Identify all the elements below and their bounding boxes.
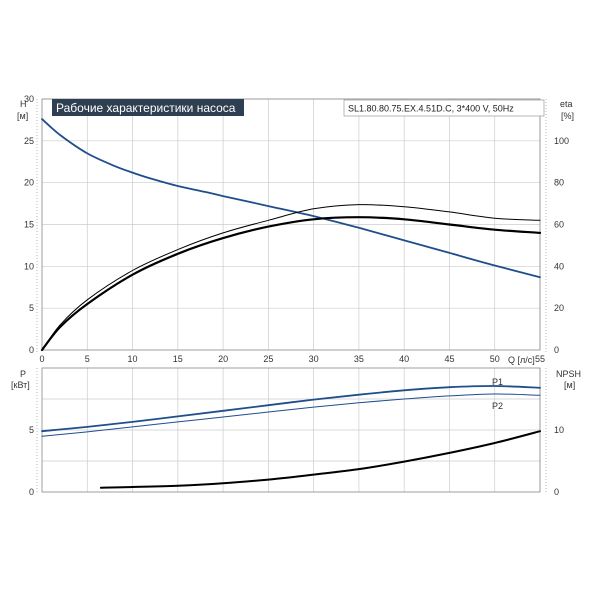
eta-axis-label: eta — [560, 99, 573, 109]
right-tick-label: 20 — [554, 303, 564, 313]
right-tick-label: 10 — [554, 425, 564, 435]
series-line-0-1 — [41, 204, 541, 351]
x-tick-label: 30 — [309, 354, 319, 364]
model-box — [343, 99, 545, 117]
series-line-p1 — [41, 385, 541, 433]
x-tick-label: 15 — [173, 354, 183, 364]
right-tick-label: 0 — [554, 487, 559, 497]
left-tick-label: 20 — [24, 178, 34, 188]
series-line-0-2 — [40, 216, 542, 352]
right-tick-label: 100 — [554, 136, 569, 146]
series-line-1-2 — [99, 430, 541, 489]
x-tick-label: 35 — [354, 354, 364, 364]
left-tick-label: 0 — [29, 487, 34, 497]
x-tick-label: 0 — [39, 354, 44, 364]
right-tick-label: 60 — [554, 220, 564, 230]
series-label-p1: P1 — [492, 377, 503, 387]
model-label: SL1.80.80.75.EX.4.51D.C, 3*400 V, 50Hz — [348, 104, 514, 114]
left-tick-label: 15 — [24, 220, 34, 230]
chart-title: Рабочие характеристики насоса — [56, 101, 236, 115]
title-box — [52, 99, 244, 116]
npsh-axis-unit: [м] — [564, 380, 575, 390]
x-tick-label: 55 — [535, 354, 545, 364]
h-axis-unit: [м] — [17, 111, 28, 121]
h-axis-label: H — [20, 99, 27, 109]
right-tick-label: 0 — [554, 345, 559, 355]
npsh-axis-label: NPSH — [556, 369, 581, 379]
x-tick-label: 5 — [85, 354, 90, 364]
left-tick-label: 0 — [29, 345, 34, 355]
left-tick-label: 5 — [29, 425, 34, 435]
left-tick-label: 10 — [24, 261, 34, 271]
x-tick-label: 20 — [218, 354, 228, 364]
left-tick-label: 30 — [24, 94, 34, 104]
right-tick-label: 80 — [554, 178, 564, 188]
left-tick-label: 5 — [29, 303, 34, 313]
series-label-p2: P2 — [492, 401, 503, 411]
data-series — [40, 118, 542, 489]
p-axis-unit: [кВт] — [11, 380, 30, 390]
plot-frame — [41, 367, 541, 493]
x-tick-label: 50 — [490, 354, 500, 364]
series-line-p2 — [41, 393, 541, 437]
x-tick-label: 45 — [444, 354, 454, 364]
left-tick-label: 25 — [24, 136, 34, 146]
series-line-0-0 — [41, 118, 541, 279]
x-tick-label: 10 — [128, 354, 138, 364]
x-tick-label: 40 — [399, 354, 409, 364]
q-axis-label: Q [л/с] — [508, 355, 535, 365]
plot-frame — [41, 98, 541, 351]
right-tick-label: 40 — [554, 261, 564, 271]
plot-frames — [36, 98, 547, 494]
p-axis-label: P — [20, 369, 26, 379]
x-tick-label: 25 — [263, 354, 273, 364]
eta-axis-unit: [%] — [561, 111, 574, 121]
